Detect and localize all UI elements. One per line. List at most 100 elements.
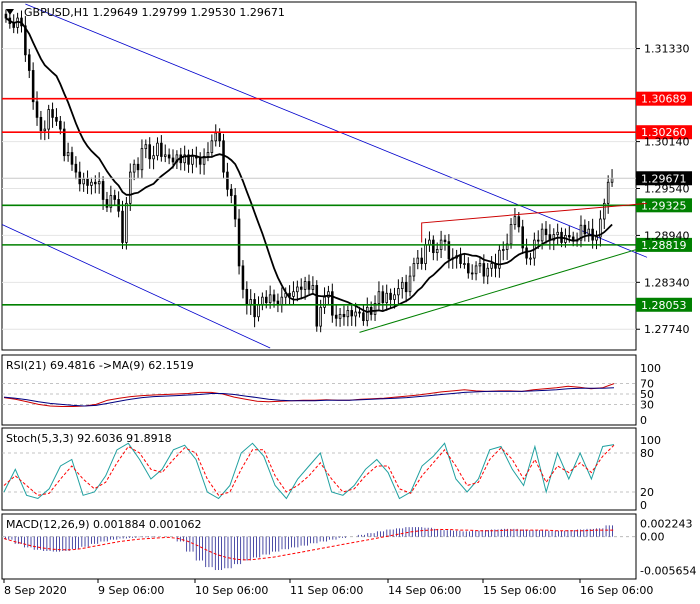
red-trendline <box>421 202 648 243</box>
candle <box>470 264 474 280</box>
candle <box>447 234 451 269</box>
indicator-tick-label: 100 <box>640 362 661 375</box>
indicator-tick-label: 20 <box>640 486 654 499</box>
macd-tick-label: 0.002243 <box>640 517 693 530</box>
candle <box>603 198 606 229</box>
rsi-series-1 <box>3 387 615 407</box>
candle <box>381 285 385 311</box>
candle <box>156 137 159 161</box>
candle <box>148 137 151 169</box>
price-tick-label: 1.28340 <box>644 276 690 289</box>
candle <box>74 156 78 180</box>
price-tick-label: 1.31330 <box>644 43 690 56</box>
candle <box>334 304 338 327</box>
candle <box>373 295 377 321</box>
candle <box>517 211 521 233</box>
candle <box>412 257 416 282</box>
candle <box>463 253 466 269</box>
candle <box>27 48 31 79</box>
candle <box>544 221 548 244</box>
time-tick-label: 15 Sep 06:00 <box>483 584 556 597</box>
candle <box>400 277 404 299</box>
candle <box>474 261 478 281</box>
indicator-tick-label: 30 <box>640 398 654 411</box>
candle <box>377 281 381 311</box>
candle <box>128 163 132 211</box>
candle <box>90 177 93 195</box>
candle <box>43 120 47 141</box>
candle <box>47 104 50 140</box>
candle <box>509 218 513 249</box>
time-tick-label: 14 Sep 06:00 <box>388 584 461 597</box>
candle <box>404 274 408 303</box>
level-label: 1.28819 <box>641 239 687 252</box>
candle <box>51 102 54 128</box>
chart-marker-icon <box>6 9 14 15</box>
indicator-tick-label: 50 <box>640 388 654 401</box>
indicator-tick-label: 70 <box>640 378 654 391</box>
macd-signal-line <box>3 529 614 561</box>
candle <box>513 207 517 230</box>
time-axis: 8 Sep 2020 9 Sep 06:00 10 Sep 06:00 11 Sep … <box>3 579 653 597</box>
indicator-tick-label: 0 <box>640 499 647 512</box>
level-label-box <box>636 237 692 252</box>
indicator-tick-label: 100 <box>640 434 661 447</box>
price-tick-label: 1.27740 <box>644 323 690 336</box>
candle <box>70 146 74 171</box>
candle <box>183 145 186 171</box>
price-tick-label: 1.29540 <box>644 183 690 196</box>
candle <box>210 134 214 158</box>
candle <box>606 175 610 214</box>
candle <box>408 266 412 297</box>
candle <box>459 247 462 269</box>
time-tick-label: 10 Sep 06:00 <box>195 584 268 597</box>
candle <box>307 274 311 295</box>
price-levels: 1.30689 1.30260 1.29325 1.28819 1.28053 <box>2 91 692 312</box>
price-tick-label: 1.30140 <box>644 136 690 149</box>
candle <box>82 172 85 192</box>
candle <box>342 305 346 326</box>
candle <box>346 305 350 327</box>
candle <box>467 257 470 279</box>
candle <box>101 176 105 210</box>
macd-title: MACD(12,26,9) 0.001884 0.001062 <box>6 518 202 531</box>
candle <box>296 280 299 302</box>
candle <box>191 148 194 174</box>
candle <box>187 149 190 173</box>
candle <box>226 162 229 197</box>
current-price-label: 1.29671 <box>641 172 687 185</box>
indicator-tick-label: 80 <box>640 447 654 460</box>
candle <box>66 142 70 162</box>
candle <box>443 234 447 251</box>
macd-tick-label: -0.005654 <box>640 564 696 577</box>
stoch-panel-frame <box>1 427 637 511</box>
candle <box>315 280 319 332</box>
channel-upper-line <box>25 3 648 258</box>
level-label-box <box>636 125 692 140</box>
candle <box>121 200 124 250</box>
level-label-box <box>636 91 692 106</box>
indicator-tick-label: 0 <box>640 414 647 427</box>
candle <box>62 121 66 162</box>
candle <box>385 284 388 311</box>
candle <box>311 276 315 295</box>
candle <box>59 116 62 135</box>
level-label: 1.28053 <box>641 299 687 312</box>
time-tick-label: 11 Sep 06:00 <box>290 584 363 597</box>
candle <box>160 135 163 162</box>
time-tick-label: 8 Sep 2020 <box>4 584 67 597</box>
candle <box>233 188 237 228</box>
candle <box>331 283 334 323</box>
price-tick-label: 1.28940 <box>644 229 690 242</box>
candle <box>432 235 435 261</box>
candle <box>35 91 39 126</box>
candle <box>39 110 43 140</box>
candle <box>556 223 559 246</box>
candle <box>521 219 524 255</box>
candle <box>490 256 493 277</box>
